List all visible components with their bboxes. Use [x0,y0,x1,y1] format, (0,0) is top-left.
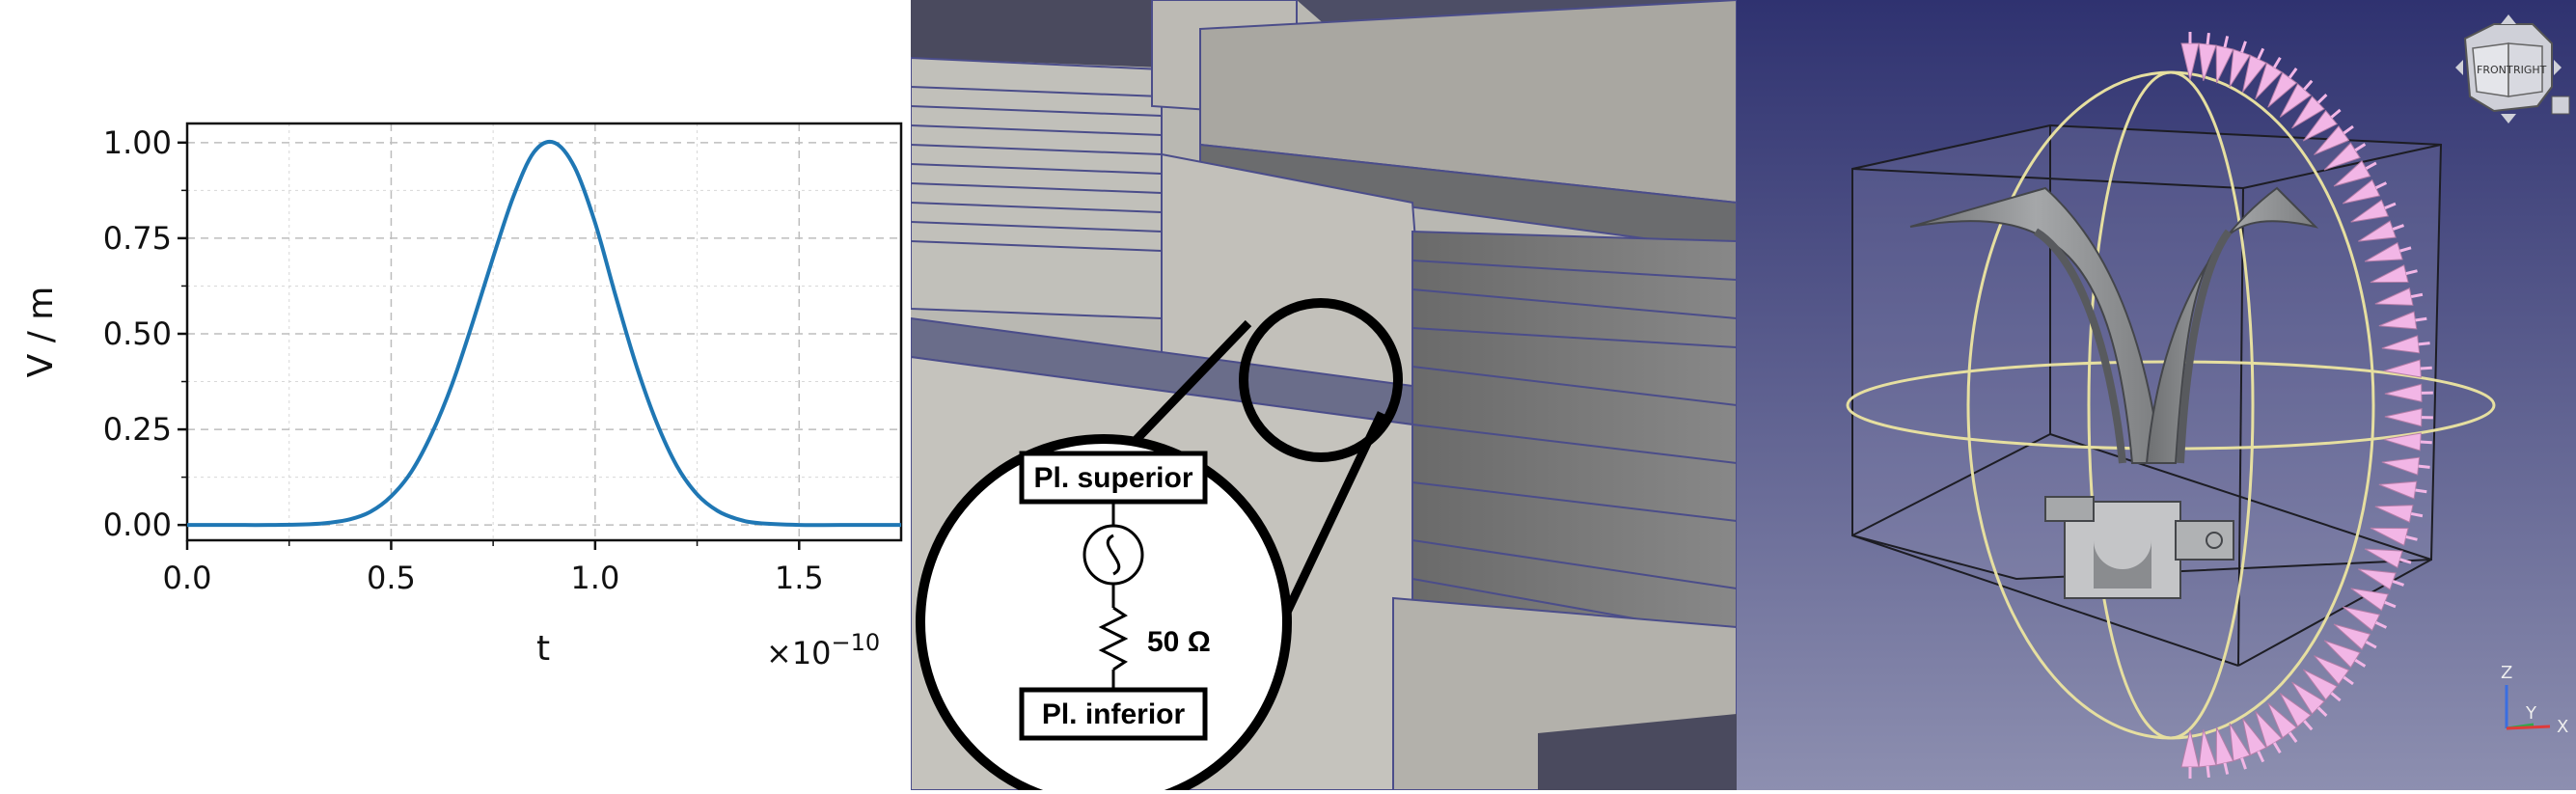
excitation-arrow-stem [2415,490,2426,492]
x-axis-label: t [536,629,550,669]
excitation-arrow-stem [2419,343,2430,344]
x-multiplier-label: ×10−10 [766,629,880,671]
pulse-chart: 0.0 0.5 1.0 1.5 0.00 0.25 0.50 0.75 1.00 t V / m… [0,0,911,790]
axis-y-label: Y [2525,703,2537,724]
y-tick-label: 0.00 [103,507,172,543]
nav-right-label[interactable]: RIGHT [2513,64,2547,76]
x-tick-label: 0.0 [163,560,212,596]
fem-scene: FRONT RIGHT Z Y X [1737,0,2576,790]
fem-viewer-panel: FRONT RIGHT Z Y X [1737,0,2576,790]
cad-render-panel: Pl. superior 50 Ω Pl. inferior [911,0,1737,790]
excitation-arrow-stem [2421,442,2432,443]
nav-home-icon[interactable] [2552,96,2569,114]
y-tick-label: 0.75 [103,220,172,257]
y-axis-label: V / m [21,287,61,378]
left-slabs [911,58,1162,318]
nav-front-label[interactable]: FRONT [2477,64,2513,76]
y-tick-label: 0.50 [103,315,172,352]
axis-z-label: Z [2501,663,2512,683]
grid-lines [187,123,901,540]
cad-scene: Pl. superior 50 Ω Pl. inferior [911,0,1737,790]
excitation-arrow-stem [2421,368,2432,369]
top-plate-label: Pl. superior [1033,462,1192,494]
excitation-arrow-stem [2207,766,2208,778]
axis-x-label: X [2557,717,2568,737]
chart-panel: 0.0 0.5 1.0 1.5 0.00 0.25 0.50 0.75 1.00 t V / m… [0,0,911,790]
x-tick-label: 0.5 [367,560,416,596]
excitation-arrow-stem [2207,33,2208,44]
bottom-plate-label: Pl. inferior [1042,698,1186,730]
plot-frame [187,123,901,540]
excitation-arrow-stem [2415,318,2426,320]
y-tick-label: 1.00 [103,124,172,161]
x-tick-label: 1.5 [775,560,824,596]
resistor-value: 50 Ω [1147,626,1211,658]
excitation-arrow-stem [2419,466,2430,467]
y-tick-label: 0.25 [103,411,172,448]
x-tick-label: 1.0 [570,560,619,596]
